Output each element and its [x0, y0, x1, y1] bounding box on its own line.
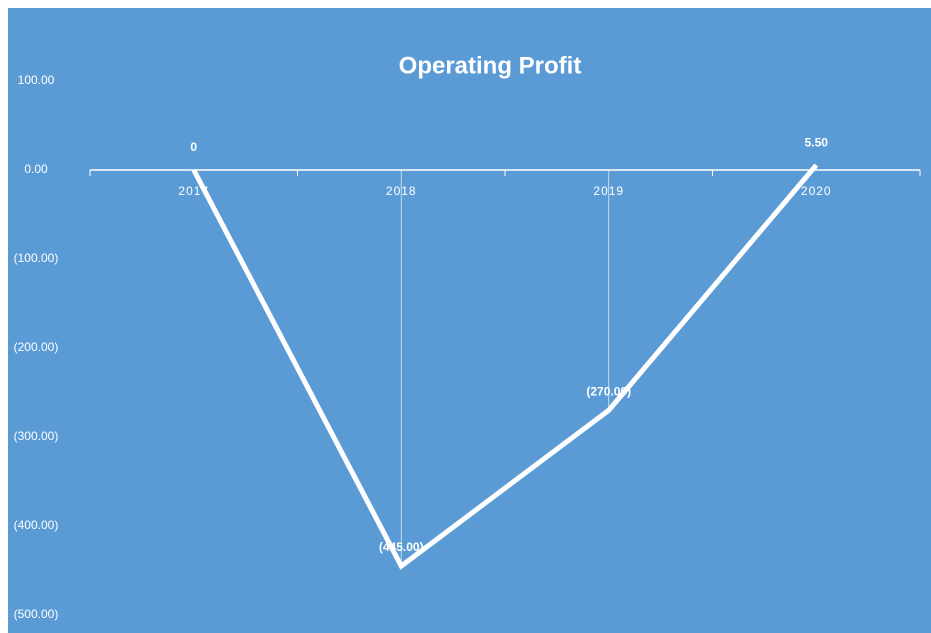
data-line [191, 163, 819, 570]
data-label: 0 [190, 140, 197, 154]
data-label: (270.00) [586, 384, 631, 398]
chart-background [8, 8, 931, 633]
data-label: 5.50 [805, 135, 829, 149]
x-tick-label: 2020 [801, 184, 832, 198]
y-tick-label: 0.00 [24, 162, 48, 176]
x-tick-label: 2018 [386, 184, 417, 198]
chart-title: Operating Profit [399, 52, 582, 79]
y-tick-label: (200.00) [14, 340, 59, 354]
y-tick-label: (400.00) [14, 518, 59, 532]
y-tick-label: (300.00) [14, 429, 59, 443]
data-label: (445.00) [379, 540, 424, 554]
y-tick-label: (500.00) [14, 607, 59, 621]
y-tick-label: 100.00 [18, 73, 55, 87]
x-tick-label: 2019 [593, 184, 624, 198]
y-tick-label: (100.00) [14, 251, 59, 265]
